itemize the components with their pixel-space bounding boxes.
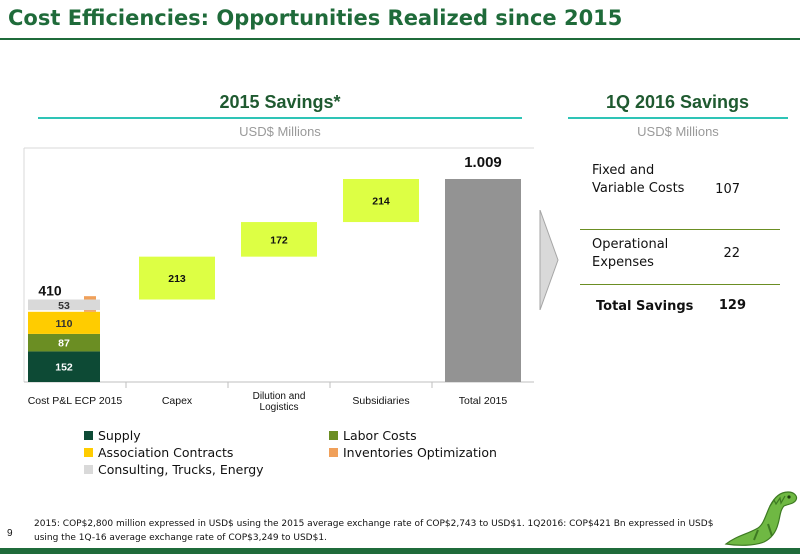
savings-2015-units: USD$ Millions [239, 124, 321, 139]
bar-segment-labor-costs [28, 333, 100, 352]
data-label: 53 [58, 300, 70, 312]
category-label: Total 2015 [459, 395, 508, 407]
bar-segment-consulting [28, 299, 100, 311]
legend-label: Inventories Optimization [343, 445, 497, 460]
footnote-line: using the 1Q-16 average exchange rate of… [34, 533, 327, 543]
category-label: Dilution and [253, 391, 306, 402]
legend-label: Supply [98, 428, 141, 443]
footnote: 2015: COP$2,800 million expressed in USD… [34, 517, 724, 545]
data-label: 110 [56, 318, 73, 330]
savings-2015-title: 2015 Savings* [219, 92, 341, 112]
bar-segment-association-contracts [28, 311, 100, 334]
savings-1q2016-title: 1Q 2016 Savings [605, 92, 750, 112]
row-value: 107 [715, 182, 740, 197]
row-divider [580, 284, 780, 285]
category-label: Capex [162, 395, 193, 407]
legend-swatch [329, 448, 338, 457]
row-divider [580, 229, 780, 230]
row-label: Operational Expenses [592, 237, 669, 270]
legend-swatch [84, 431, 93, 440]
data-label: 87 [58, 338, 70, 350]
footer-bar [0, 548, 800, 554]
page-title: Cost Efficiencies: Opportunities Realize… [8, 6, 623, 30]
data-label: 152 [55, 362, 73, 374]
footnote-line: 2015: COP$2,800 million expressed in USD… [34, 519, 714, 529]
bar-increment [343, 179, 419, 223]
legend-swatch [84, 448, 93, 457]
legend-item: Inventories Optimization [329, 445, 497, 460]
savings-1q2016-rule [568, 117, 788, 119]
data-label: 213 [168, 273, 186, 285]
legend-item: Consulting, Trucks, Energy [84, 462, 264, 477]
legend-item: Association Contracts [84, 445, 233, 460]
row-label: Fixed and Variable Costs [592, 163, 685, 196]
bar-total-label: 410 [38, 283, 62, 299]
bar-total [445, 179, 521, 382]
legend-swatch [84, 465, 93, 474]
legend-item: Labor Costs [329, 428, 417, 443]
savings-1q2016-units: USD$ Millions [637, 124, 719, 139]
legend-item: Supply [84, 428, 141, 443]
category-label: Logistics [260, 402, 299, 413]
legend-label: Labor Costs [343, 428, 417, 443]
table-row: Fixed and Variable Costs 107 [580, 162, 780, 230]
bar-total-label: 1.009 [464, 154, 502, 171]
total-label: Total Savings [596, 299, 694, 314]
data-label: 214 [372, 196, 390, 208]
bar-increment [241, 222, 317, 257]
page-number: 9 [7, 528, 13, 539]
bar-increment [139, 256, 215, 300]
iguana-logo-icon [724, 491, 798, 546]
table-total-row: Total Savings 129 [580, 298, 780, 318]
legend-label: Consulting, Trucks, Energy [98, 462, 264, 477]
legend-label: Association Contracts [98, 445, 234, 460]
total-value: 129 [718, 298, 746, 313]
data-label: 172 [270, 234, 288, 246]
table-row: Operational Expenses 22 [580, 236, 780, 285]
title-divider [0, 38, 800, 40]
bar-segment-supply [28, 351, 100, 382]
category-label: Cost P&L ECP 2015 [28, 395, 123, 407]
row-value: 22 [723, 246, 740, 261]
chevron-right-icon [539, 210, 559, 310]
legend-swatch [329, 431, 338, 440]
category-label: Subsidiaries [352, 395, 409, 407]
savings-2015-rule [38, 117, 522, 119]
